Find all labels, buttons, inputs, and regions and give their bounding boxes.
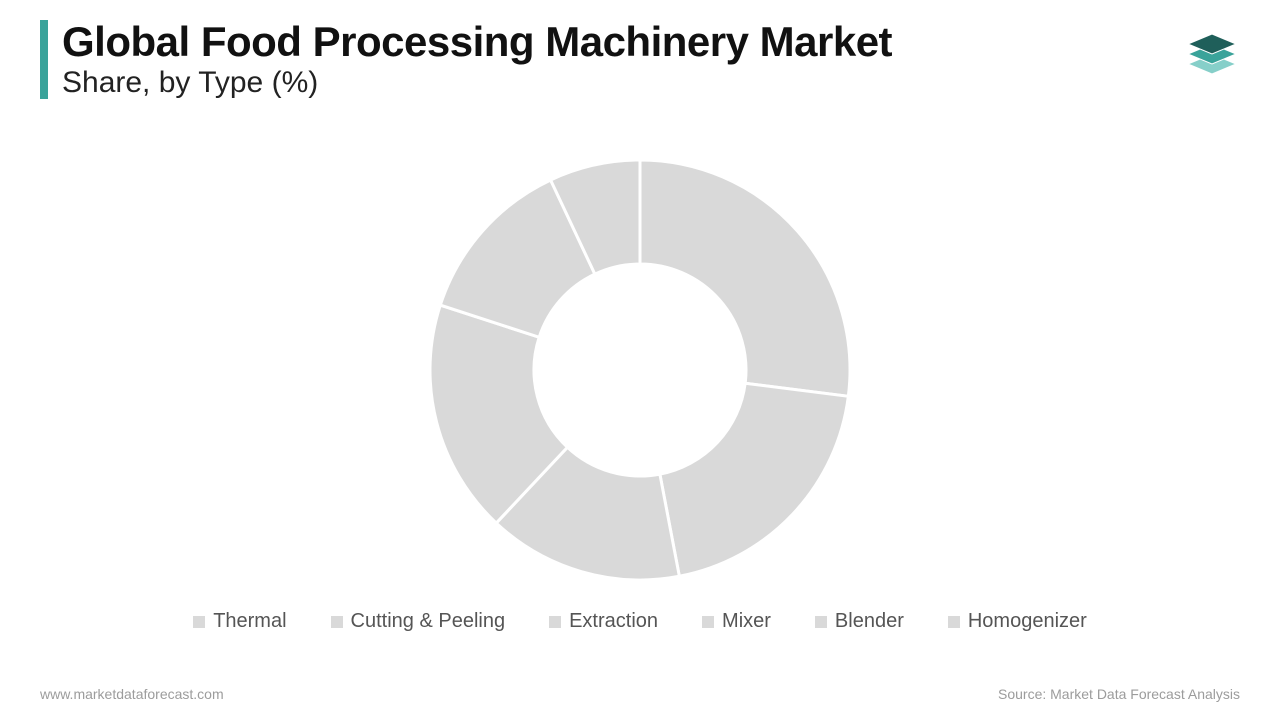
legend-swatch [702,616,714,628]
accent-bar [40,20,48,99]
legend-item: Blender [815,610,904,633]
legend-label: Cutting & Peeling [351,610,506,633]
legend-item: Homogenizer [948,610,1087,633]
legend-label: Homogenizer [968,610,1087,633]
footer-source: Source: Market Data Forecast Analysis [998,686,1240,702]
chart-legend: Thermal Cutting & Peeling Extraction Mixer B… [0,610,1280,633]
legend-swatch [549,616,561,628]
donut-chart [0,150,1280,590]
legend-swatch [815,616,827,628]
donut-slice [640,160,850,396]
footer-url: www.marketdataforecast.com [40,686,224,702]
donut-svg [420,150,860,590]
legend-item: Extraction [549,610,658,633]
legend-label: Thermal [213,610,286,633]
legend-swatch [331,616,343,628]
legend-swatch [948,616,960,628]
page-subtitle: Share, by Type (%) [62,66,892,99]
header-block: Global Food Processing Machinery Market … [40,20,892,99]
legend-item: Cutting & Peeling [331,610,506,633]
page-title: Global Food Processing Machinery Market [62,20,892,64]
brand-logo [1180,20,1244,89]
legend-item: Thermal [193,610,286,633]
title-stack: Global Food Processing Machinery Market … [62,20,892,99]
legend-swatch [193,616,205,628]
legend-label: Extraction [569,610,658,633]
legend-label: Blender [835,610,904,633]
report-card: Global Food Processing Machinery Market … [0,0,1280,720]
layers-icon [1180,20,1244,84]
donut-slice [660,383,848,576]
legend-item: Mixer [702,610,771,633]
legend-label: Mixer [722,610,771,633]
